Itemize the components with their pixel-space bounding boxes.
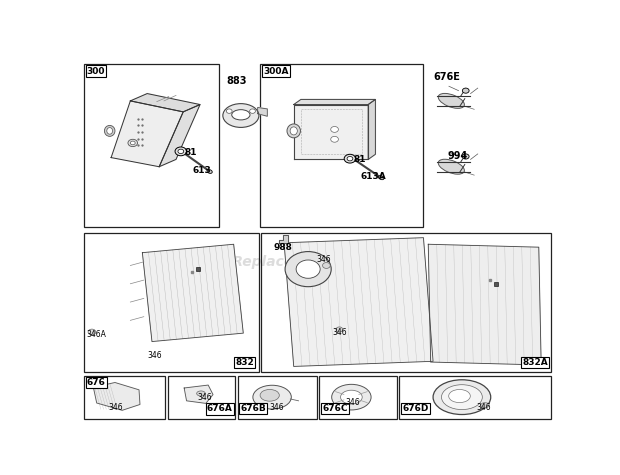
- Text: 676: 676: [87, 378, 105, 387]
- Polygon shape: [279, 235, 288, 243]
- Text: 346: 346: [198, 393, 212, 402]
- Ellipse shape: [438, 159, 464, 174]
- Ellipse shape: [378, 176, 384, 180]
- Text: 81: 81: [354, 155, 366, 164]
- Text: 300A: 300A: [263, 66, 288, 76]
- Ellipse shape: [107, 128, 113, 134]
- Circle shape: [347, 156, 353, 161]
- Polygon shape: [130, 94, 200, 112]
- Circle shape: [175, 147, 187, 156]
- Ellipse shape: [438, 94, 464, 108]
- Ellipse shape: [207, 170, 212, 173]
- Bar: [84, 376, 165, 419]
- Text: 613A: 613A: [360, 172, 386, 181]
- Text: 676B: 676B: [241, 404, 266, 413]
- Bar: [84, 233, 259, 372]
- Bar: [84, 64, 219, 227]
- Polygon shape: [294, 99, 376, 104]
- Text: 994: 994: [448, 151, 467, 161]
- Circle shape: [330, 126, 339, 133]
- Circle shape: [128, 139, 138, 147]
- Text: 346A: 346A: [86, 331, 106, 340]
- Circle shape: [463, 154, 469, 159]
- Text: 613: 613: [193, 166, 211, 175]
- Ellipse shape: [290, 127, 298, 135]
- Bar: [237, 376, 317, 419]
- Ellipse shape: [260, 390, 280, 401]
- Ellipse shape: [332, 384, 371, 410]
- Circle shape: [296, 260, 320, 278]
- Text: 346: 346: [476, 403, 491, 412]
- Polygon shape: [94, 382, 140, 410]
- Polygon shape: [111, 101, 184, 167]
- Text: 676D: 676D: [402, 404, 428, 413]
- Bar: [261, 233, 551, 372]
- Circle shape: [178, 149, 184, 153]
- Text: 81: 81: [184, 148, 197, 157]
- Circle shape: [285, 252, 331, 287]
- Circle shape: [226, 109, 232, 114]
- Ellipse shape: [441, 385, 482, 409]
- Bar: [399, 376, 551, 419]
- Ellipse shape: [287, 124, 301, 138]
- Text: 988: 988: [273, 243, 293, 252]
- Bar: [260, 64, 423, 227]
- Bar: [319, 376, 397, 419]
- Circle shape: [463, 88, 469, 93]
- Circle shape: [322, 263, 330, 268]
- Polygon shape: [159, 104, 200, 167]
- Polygon shape: [284, 238, 433, 366]
- Text: 676C: 676C: [322, 404, 348, 413]
- Text: 346: 346: [345, 398, 360, 407]
- Text: 346: 346: [317, 256, 332, 265]
- Circle shape: [330, 136, 339, 142]
- Ellipse shape: [104, 125, 115, 136]
- Text: 346: 346: [147, 351, 162, 360]
- Circle shape: [130, 141, 135, 145]
- Polygon shape: [368, 99, 376, 160]
- Text: 676E: 676E: [433, 72, 460, 82]
- Circle shape: [250, 109, 255, 114]
- Polygon shape: [294, 104, 368, 160]
- Text: 300: 300: [87, 66, 105, 76]
- Ellipse shape: [433, 380, 491, 415]
- Text: 832A: 832A: [523, 358, 548, 367]
- Ellipse shape: [480, 403, 489, 408]
- Ellipse shape: [340, 390, 362, 404]
- Ellipse shape: [232, 110, 250, 120]
- Polygon shape: [428, 244, 541, 365]
- Circle shape: [336, 327, 343, 332]
- Text: 346: 346: [270, 403, 285, 412]
- Ellipse shape: [223, 104, 259, 127]
- Ellipse shape: [253, 385, 291, 409]
- Bar: [168, 376, 235, 419]
- Ellipse shape: [197, 391, 205, 396]
- Text: 346: 346: [332, 328, 347, 337]
- Circle shape: [88, 329, 95, 335]
- Text: 346: 346: [108, 403, 123, 412]
- Polygon shape: [184, 385, 213, 403]
- Ellipse shape: [449, 390, 471, 403]
- Polygon shape: [143, 244, 243, 342]
- Polygon shape: [258, 107, 267, 116]
- Circle shape: [344, 154, 356, 163]
- Text: 883: 883: [226, 76, 247, 86]
- Text: 832: 832: [235, 358, 254, 367]
- Text: eReplacementParts.com: eReplacementParts.com: [223, 255, 412, 269]
- Text: 676A: 676A: [206, 405, 232, 413]
